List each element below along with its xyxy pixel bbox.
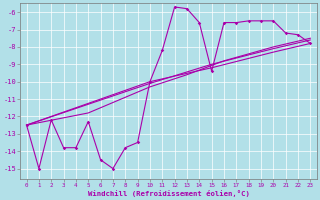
X-axis label: Windchill (Refroidissement éolien,°C): Windchill (Refroidissement éolien,°C) — [88, 190, 249, 197]
